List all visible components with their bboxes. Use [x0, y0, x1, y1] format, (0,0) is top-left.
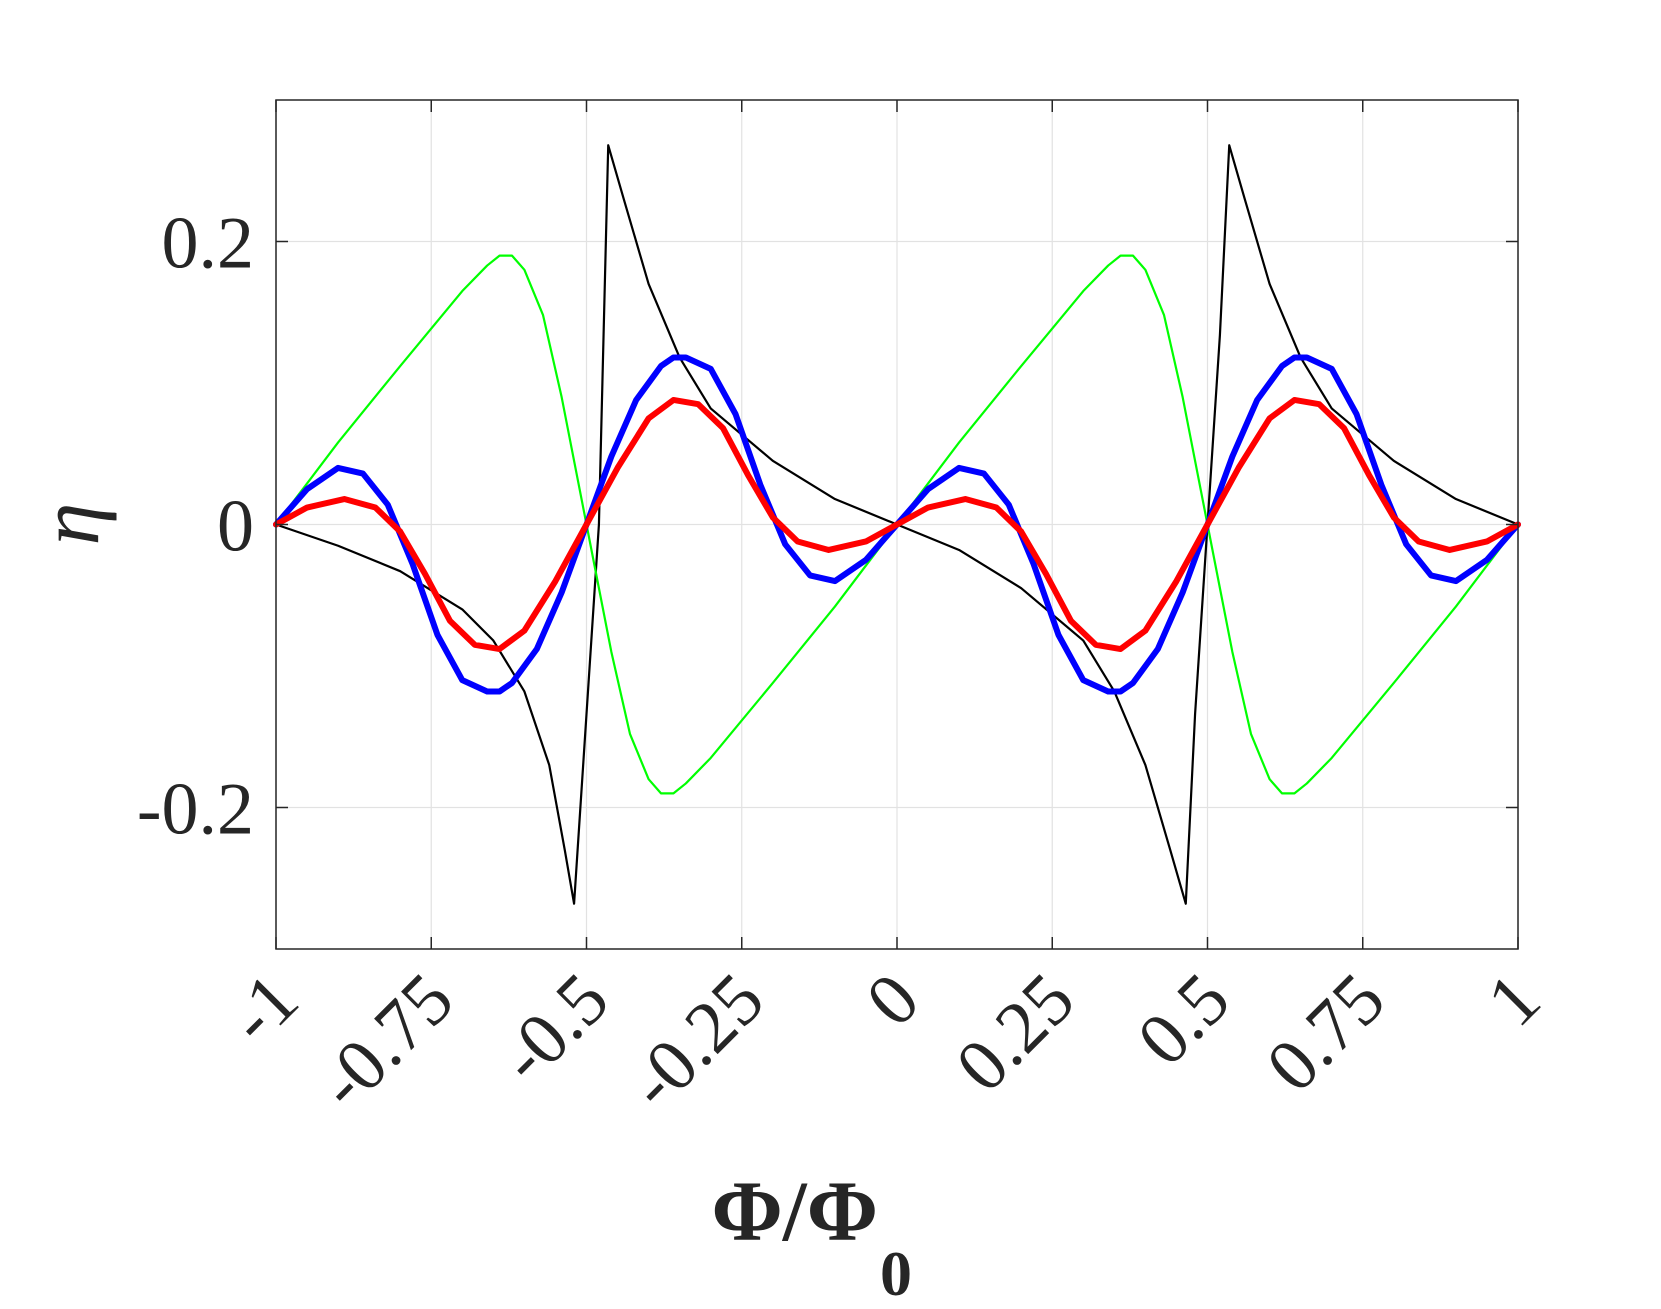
- series-group: [273, 144, 1521, 905]
- y-tick-labels: -0.2 0 0.2: [137, 203, 254, 851]
- x-axis-label: Φ/Φ: [712, 1163, 879, 1259]
- y-tick-label: 0: [217, 486, 254, 568]
- ticks: [275, 100, 1519, 949]
- y-tick-label: 0.2: [162, 203, 255, 285]
- x-axis-label-subscript: 0: [880, 1238, 912, 1309]
- series-line-red: [273, 396, 1521, 653]
- y-tick-label: -0.2: [137, 769, 254, 851]
- y-axis-label: η: [21, 503, 117, 546]
